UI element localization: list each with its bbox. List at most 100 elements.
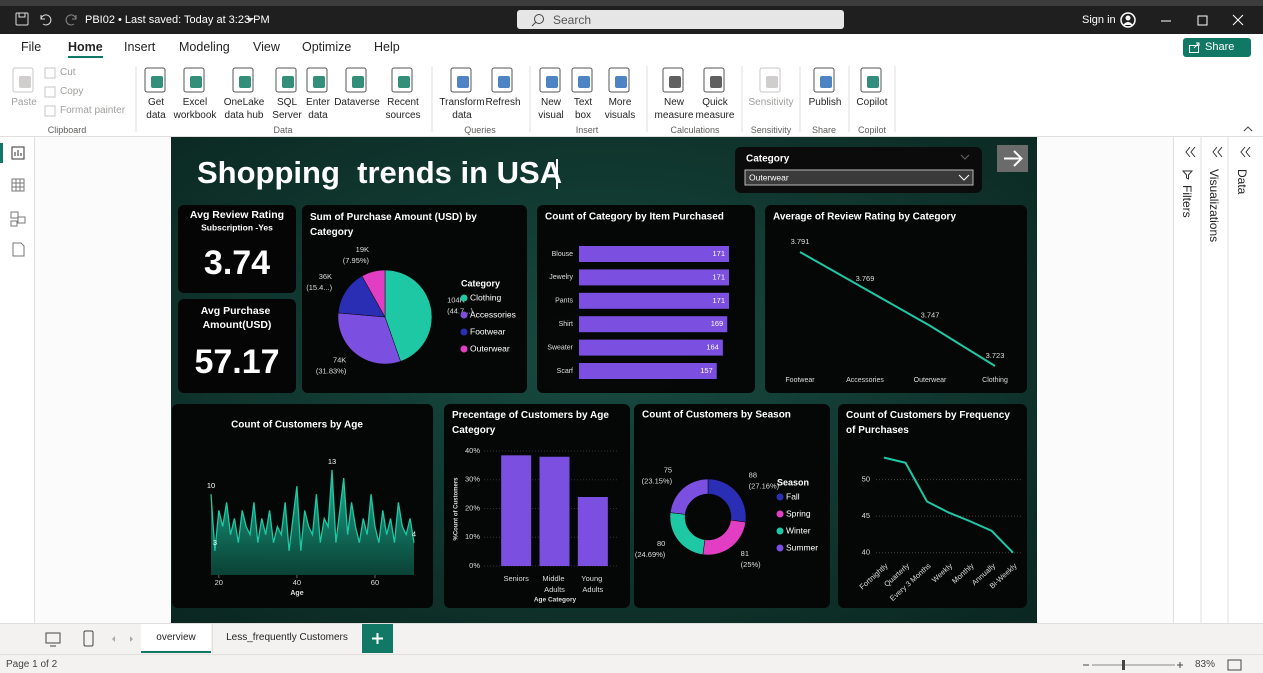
- zoom-slider[interactable]: [1080, 657, 1260, 673]
- slicer-chevron: [960, 154, 970, 160]
- bar: [579, 246, 729, 262]
- ribbon-button[interactable]: OneLake data hub: [223, 97, 265, 121]
- y-tick-label: Scarf: [557, 368, 573, 375]
- ribbon-button[interactable]: Excel workbook: [173, 97, 217, 121]
- ribbon-button[interactable]: Refresh: [485, 97, 521, 108]
- menu-tab[interactable]: File: [21, 40, 42, 54]
- share-icon: [1189, 42, 1200, 53]
- menu-tab[interactable]: Modeling: [179, 40, 230, 54]
- x-axis-title: Age: [290, 590, 303, 597]
- data-label: 104K: [447, 295, 465, 304]
- legend-label: Summer: [786, 542, 818, 552]
- x-tick-label: Outerwear: [914, 377, 947, 384]
- data-label: 171: [712, 249, 725, 258]
- x-axis-title: Age Category: [534, 597, 577, 604]
- slice: [384, 269, 433, 362]
- ribbon-button[interactable]: New visual: [538, 97, 564, 121]
- line: [883, 456, 1014, 554]
- visual-title: Sum of Purchase Amount (USD) by Category: [310, 212, 480, 238]
- button-icon-accent: [282, 76, 294, 88]
- area: [211, 470, 414, 575]
- add-page-button[interactable]: [362, 624, 393, 653]
- percent-label: (7.95%): [343, 256, 370, 265]
- status-bar: Page 1 of 2 83%: [0, 654, 1263, 673]
- visual-title: Count of Customers by Frequency of Purch…: [846, 410, 1013, 436]
- percent-label: (27.16%): [749, 481, 780, 490]
- y-tick-label: 10%: [465, 532, 480, 541]
- dropdown-chevron: [958, 174, 970, 181]
- menu-tab[interactable]: View: [253, 40, 280, 54]
- percent-label: (25%): [741, 560, 762, 569]
- pane-toggle[interactable]: Filters: [1180, 185, 1194, 218]
- button-icon-accent: [578, 76, 590, 88]
- collapse-icon: [1243, 126, 1253, 132]
- bar: [579, 292, 729, 309]
- group-label: Share: [811, 125, 837, 135]
- button-icon-accent: [190, 76, 202, 88]
- data-label: 157: [700, 366, 713, 375]
- ribbon-button[interactable]: More visuals: [604, 97, 636, 121]
- ribbon-button[interactable]: SQL Server: [272, 97, 302, 121]
- ribbon-button[interactable]: Publish: [808, 97, 842, 108]
- button-icon-accent: [457, 76, 469, 88]
- ribbon-button[interactable]: Recent sources: [385, 97, 421, 121]
- bar: [579, 269, 729, 286]
- data-label: 3.747: [921, 311, 940, 320]
- data-label: 10: [207, 481, 215, 490]
- ribbon-button[interactable]: Quick measure: [695, 97, 735, 121]
- slice: [361, 269, 386, 318]
- percent-label: (15.4...): [306, 283, 332, 292]
- page-tab[interactable]: Less_frequently Customers: [212, 624, 361, 653]
- data-label: 19K: [356, 245, 369, 254]
- ribbon-button[interactable]: Get data: [146, 97, 166, 121]
- button-icon-accent: [398, 76, 410, 88]
- visual-panel: [765, 205, 1027, 393]
- legend-dot: [776, 493, 784, 501]
- search-box[interactable]: Search: [517, 10, 844, 29]
- bar: [579, 339, 723, 356]
- data-label: 4: [412, 530, 416, 539]
- data-label: 3.723: [986, 351, 1005, 360]
- menu-tab[interactable]: Optimize: [302, 40, 352, 54]
- share-button[interactable]: Share: [1183, 38, 1251, 57]
- page-tab[interactable]: overview: [141, 624, 211, 653]
- ribbon-button[interactable]: Copilot: [856, 97, 888, 108]
- menu-tab[interactable]: Insert: [124, 40, 156, 54]
- legend-dot: [776, 527, 784, 535]
- ribbon-button[interactable]: New measure: [654, 97, 694, 121]
- pane-toggle[interactable]: Visualizations: [1207, 169, 1221, 243]
- legend-dot: [460, 311, 468, 319]
- slicer-dropdown[interactable]: [744, 169, 974, 186]
- y-tick-label: 40: [862, 548, 870, 557]
- ribbon-button[interactable]: Dataverse: [334, 97, 380, 108]
- card-sublabel: Subscription -Yes: [201, 222, 273, 232]
- ribbon-icons: [12, 66, 1253, 132]
- visual-panel: [838, 404, 1027, 608]
- y-tick-label: Sweater: [547, 344, 573, 351]
- button-icon-accent: [669, 76, 681, 88]
- legend-label: Fall: [786, 491, 800, 501]
- y-axis-title: %Count of Customers: [454, 477, 460, 541]
- legend-dot: [460, 328, 468, 336]
- legend-label: Outerwear: [470, 343, 510, 353]
- x-tick-label: Young Adults: [581, 574, 604, 594]
- ribbon-button[interactable]: Text box: [573, 97, 593, 121]
- y-tick-label: Jewelry: [549, 274, 573, 281]
- slicer-label: Category: [746, 154, 790, 165]
- visual-title: Count of Customers by Age: [231, 420, 363, 431]
- data-label: 36K: [319, 272, 332, 281]
- x-tick-label: Accessories: [846, 377, 884, 384]
- ribbon-button[interactable]: Transform data: [439, 97, 485, 121]
- legend-title: Category: [461, 278, 500, 288]
- pane-toggle[interactable]: Data: [1235, 169, 1249, 195]
- x-tick-label: Footwear: [785, 377, 815, 384]
- menu-tab[interactable]: Help: [374, 40, 400, 54]
- legend-label: Accessories: [470, 309, 516, 319]
- sign-in[interactable]: Sign in: [1082, 14, 1116, 26]
- y-tick-label: Blouse: [552, 251, 574, 258]
- data-label: 75: [664, 466, 672, 475]
- ribbon-button[interactable]: Enter data: [306, 97, 330, 121]
- menu-tab[interactable]: Home: [68, 40, 103, 58]
- group-label: Sensitivity: [750, 125, 792, 135]
- y-tick-label: 0%: [469, 561, 480, 570]
